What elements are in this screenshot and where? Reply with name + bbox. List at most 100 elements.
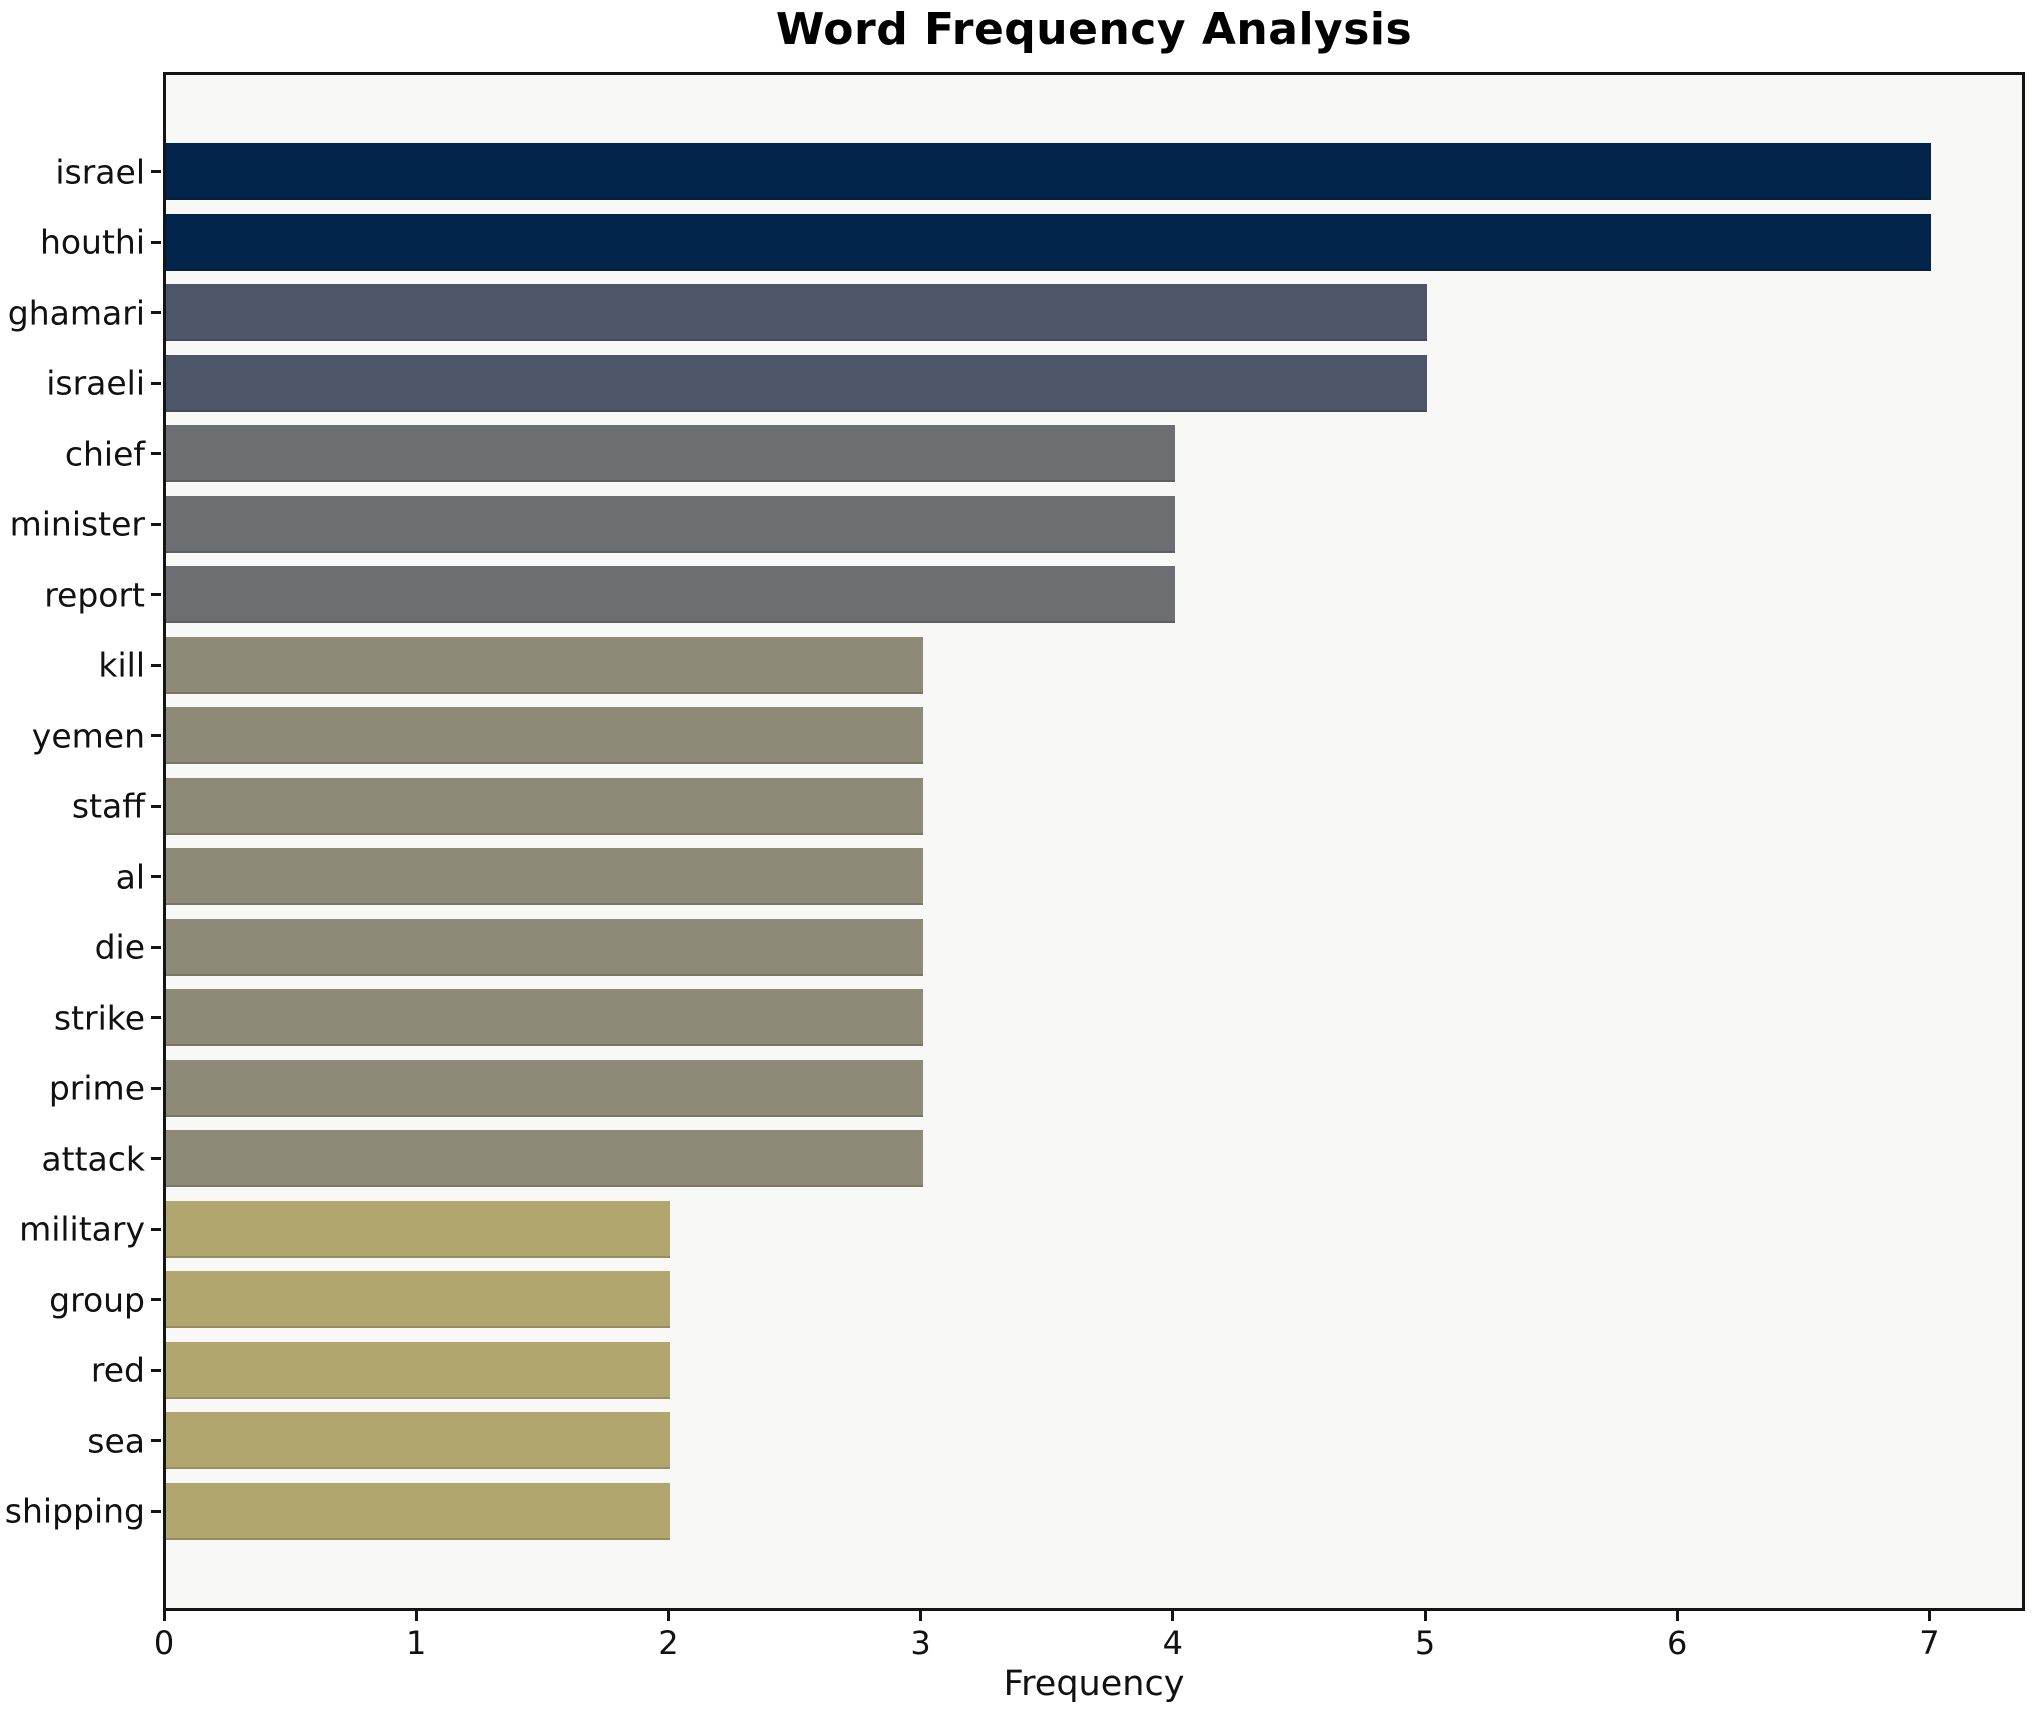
bar-row-shipping [166, 1482, 2022, 1540]
bar-row-sea [166, 1412, 2022, 1470]
y-tick-label-prime: prime [48, 1068, 145, 1108]
y-tick-mark-report [151, 593, 161, 596]
y-tick-mark-chief [151, 452, 161, 455]
bar-row-prime [166, 1059, 2022, 1117]
bar-minister [166, 495, 1175, 553]
y-tick-mark-al [151, 875, 161, 878]
bar-shipping [166, 1482, 670, 1540]
y-tick-mark-military [151, 1227, 161, 1231]
y-tick-mark-kill [151, 663, 161, 667]
bar-israeli [166, 354, 1427, 412]
bar-attack [166, 1130, 923, 1188]
bar-group [166, 1271, 670, 1329]
x-tick-mark-7 [1927, 1611, 1931, 1621]
bar-houthi [166, 213, 1931, 271]
bar-israel [166, 143, 1931, 200]
y-tick-label-military: military [19, 1209, 145, 1249]
x-tick-label-3: 3 [910, 1624, 931, 1662]
bar-row-attack [166, 1130, 2022, 1188]
y-tick-label-houthi: houthi [39, 222, 145, 262]
plot-area [163, 72, 2025, 1611]
x-tick-label-0: 0 [153, 1624, 175, 1662]
x-tick-label-7: 7 [1919, 1624, 1940, 1662]
y-tick-mark-houthi [151, 240, 161, 244]
bar-row-yemen [166, 707, 2022, 765]
bar-staff [166, 777, 923, 835]
y-tick-mark-staff [151, 804, 161, 808]
y-tick-label-strike: strike [53, 998, 145, 1037]
bar-row-military [166, 1200, 2022, 1258]
bar-row-die [166, 918, 2022, 976]
bar-ghamari [166, 284, 1427, 342]
y-tick-label-attack: attack [41, 1139, 145, 1178]
x-tick-mark-6 [1675, 1611, 1679, 1621]
bar-row-kill [166, 636, 2022, 694]
y-tick-mark-attack [151, 1157, 161, 1160]
y-tick-mark-group [151, 1298, 161, 1301]
bar-red [166, 1341, 670, 1399]
y-tick-label-ghamari: ghamari [7, 293, 145, 332]
bar-strike [166, 989, 923, 1047]
bar-row-group [166, 1271, 2022, 1329]
bar-military [166, 1200, 670, 1258]
bar-row-ghamari [166, 284, 2022, 342]
bar-row-minister [166, 495, 2022, 553]
bar-row-chief [166, 425, 2022, 483]
bar-row-strike [166, 989, 2022, 1047]
y-tick-label-israeli: israeli [46, 363, 145, 403]
y-tick-label-staff: staff [71, 786, 145, 826]
bar-sea [166, 1412, 670, 1470]
bar-al [166, 848, 923, 906]
bar-row-red [166, 1341, 2022, 1399]
y-tick-label-sea: sea [87, 1421, 145, 1460]
x-tick-label-4: 4 [1162, 1624, 1183, 1662]
y-tick-label-group: group [49, 1280, 145, 1319]
y-tick-label-israel: israel [55, 152, 145, 191]
x-tick-mark-4 [1171, 1611, 1175, 1621]
bar-row-israel [166, 143, 2022, 200]
y-tick-mark-strike [151, 1016, 161, 1019]
y-tick-mark-minister [151, 522, 161, 526]
bar-report [166, 566, 1175, 624]
x-tick-label-6: 6 [1667, 1624, 1688, 1662]
bar-prime [166, 1059, 923, 1117]
x-tick-mark-1 [414, 1611, 418, 1621]
x-tick-mark-5 [1423, 1611, 1427, 1621]
y-tick-label-chief: chief [64, 434, 145, 473]
y-tick-label-die: die [94, 927, 145, 967]
x-tick-mark-2 [666, 1611, 670, 1621]
y-tick-label-yemen: yemen [31, 716, 145, 755]
x-axis-label: Frequency [1003, 1664, 1185, 1704]
y-tick-mark-israel [151, 170, 161, 173]
y-tick-mark-die [151, 945, 161, 949]
y-tick-label-report: report [44, 575, 145, 614]
y-tick-mark-ghamari [151, 311, 161, 314]
y-tick-mark-prime [151, 1086, 161, 1090]
bar-row-houthi [166, 213, 2022, 271]
y-tick-label-red: red [90, 1350, 145, 1390]
bar-row-al [166, 848, 2022, 906]
y-tick-mark-israeli [151, 381, 161, 385]
bar-row-report [166, 566, 2022, 624]
y-tick-mark-yemen [151, 734, 161, 737]
chart-title: Word Frequency Analysis [775, 4, 1413, 55]
bar-yemen [166, 707, 923, 765]
bar-row-israeli [166, 354, 2022, 412]
bar-chief [166, 425, 1175, 483]
x-tick-mark-0 [162, 1611, 166, 1621]
y-tick-label-al: al [115, 857, 145, 896]
y-tick-label-shipping: shipping [4, 1491, 145, 1531]
x-tick-label-1: 1 [406, 1624, 427, 1662]
y-tick-label-kill: kill [98, 645, 145, 685]
y-tick-mark-shipping [151, 1509, 161, 1513]
x-tick-mark-3 [919, 1611, 923, 1621]
bar-kill [166, 636, 923, 694]
y-tick-label-minister: minister [9, 504, 145, 544]
bar-row-staff [166, 777, 2022, 835]
x-tick-label-5: 5 [1414, 1624, 1436, 1662]
bars-layer [166, 75, 2022, 1608]
x-tick-label-2: 2 [658, 1624, 679, 1662]
bar-die [166, 918, 923, 976]
y-tick-mark-red [151, 1368, 161, 1372]
